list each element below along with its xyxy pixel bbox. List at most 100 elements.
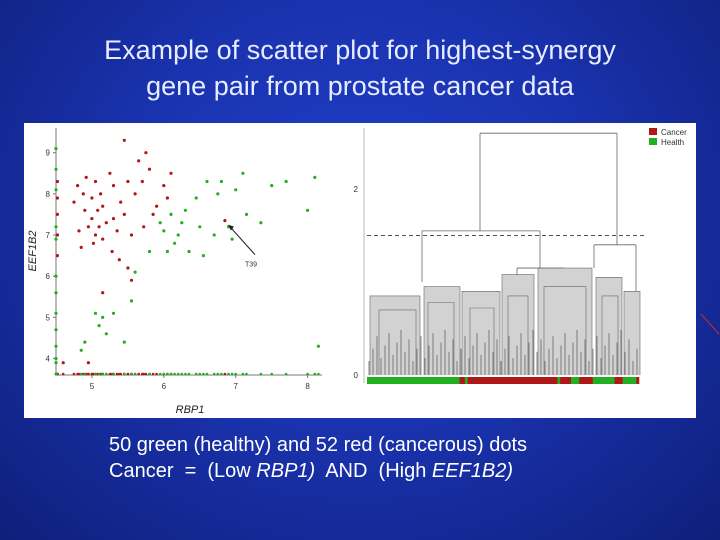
color-bar-health <box>464 377 468 384</box>
healthy-point <box>54 356 58 361</box>
healthy-point <box>173 241 177 245</box>
cancer-point <box>55 179 59 184</box>
rug-point <box>87 372 90 376</box>
rug-point <box>101 372 104 376</box>
healthy-point <box>183 208 187 212</box>
legend-label-cancer: Cancer <box>661 128 687 137</box>
dendrogram-cluster <box>378 309 417 375</box>
rug-point <box>176 372 180 376</box>
rug-point <box>212 372 216 376</box>
cancer-point <box>55 212 59 216</box>
scatter-y-axis-label: EEF1B2 <box>27 231 39 272</box>
rug-point <box>130 372 133 376</box>
rug-point <box>79 372 83 376</box>
healthy-point <box>54 361 58 365</box>
cancer-point <box>129 278 134 282</box>
cancer-point <box>117 258 121 262</box>
color-bar-cancer <box>636 377 640 384</box>
cancer-point <box>79 245 83 249</box>
color-bar-cancer <box>459 377 466 384</box>
cancer-point <box>169 171 173 175</box>
cancer-point <box>90 217 94 221</box>
rug-point <box>205 372 209 376</box>
rug-point <box>112 372 115 376</box>
rug-point <box>234 372 237 376</box>
caption-gene-1: RBP1) <box>256 460 316 482</box>
rug-point <box>148 372 151 376</box>
rug-point <box>119 372 122 376</box>
rug-point <box>158 372 162 376</box>
annotation-arrow-line <box>228 225 256 255</box>
healthy-point <box>241 171 245 175</box>
cancer-point <box>76 184 80 188</box>
rug-point <box>162 372 166 376</box>
healthy-point <box>244 212 249 216</box>
annotation-label: T39 <box>245 262 257 269</box>
rug-point <box>166 372 169 376</box>
color-bar-cancer <box>560 377 572 384</box>
cancer-point <box>165 196 169 200</box>
healthy-point <box>205 179 209 184</box>
healthy-point <box>284 179 288 184</box>
healthy-point <box>54 237 58 241</box>
color-bar-cancer <box>579 377 594 384</box>
cancer-point <box>83 208 87 212</box>
color-bar-health <box>592 377 615 384</box>
rug-point <box>259 372 263 376</box>
rug-point <box>108 372 112 376</box>
healthy-point <box>194 196 198 200</box>
rug-point <box>317 372 320 376</box>
scatter-y-tick-label: 6 <box>46 272 51 281</box>
scatter-y-tick-label: 8 <box>46 190 51 199</box>
legend-swatch-health <box>649 138 657 145</box>
rug-point <box>306 372 309 376</box>
healthy-point <box>133 270 137 274</box>
healthy-point <box>54 147 58 151</box>
healthy-point <box>201 254 205 258</box>
cancer-point <box>96 208 100 212</box>
cancer-point <box>104 221 108 225</box>
healthy-point <box>259 221 263 225</box>
cancer-point <box>133 192 137 196</box>
cancer-point <box>101 204 105 208</box>
healthy-point <box>187 249 191 254</box>
cancer-point <box>99 192 103 196</box>
color-bar-cancer <box>467 377 558 384</box>
healthy-point <box>313 175 317 179</box>
decorative-line <box>700 313 720 335</box>
cancer-point <box>122 212 126 216</box>
dendrogram-cluster <box>427 302 455 375</box>
rug-point <box>230 372 234 376</box>
rug-point <box>151 372 155 376</box>
cancer-point <box>101 237 105 241</box>
dendrogram-cluster <box>543 286 587 375</box>
healthy-point <box>101 315 105 319</box>
cancer-point <box>111 217 116 221</box>
rug-point <box>77 372 81 376</box>
cancer-point <box>223 219 227 223</box>
scatter-y-tick-label: 7 <box>46 231 51 240</box>
rug-point <box>61 372 65 376</box>
scatter-y-tick-label: 4 <box>46 355 51 364</box>
rug-point <box>313 372 317 376</box>
healthy-point <box>54 328 58 332</box>
healthy-point <box>54 274 58 278</box>
scatter-y-tick-label: 9 <box>46 149 51 158</box>
healthy-point <box>147 249 152 254</box>
healthy-point <box>54 344 58 348</box>
scatter-x-tick-label: 6 <box>162 382 167 391</box>
rug-point <box>155 372 158 376</box>
healthy-point <box>122 340 126 344</box>
color-bar-health <box>622 377 637 384</box>
cancer-point <box>55 233 59 237</box>
rug-point <box>227 372 230 376</box>
rug-point <box>144 372 148 376</box>
cancer-point <box>93 179 98 184</box>
rug-point <box>97 372 101 376</box>
rug-point <box>133 372 137 376</box>
color-bar-health <box>367 377 460 384</box>
cancer-point <box>61 361 65 365</box>
rug-point <box>216 372 220 376</box>
rug-point <box>72 372 76 376</box>
legend-swatch-cancer <box>649 128 657 135</box>
